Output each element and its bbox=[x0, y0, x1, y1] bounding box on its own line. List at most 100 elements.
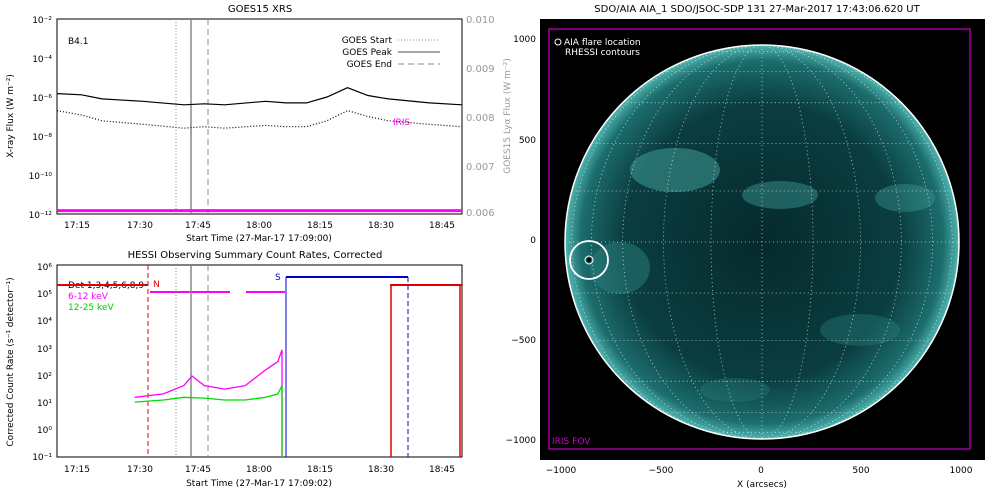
hessi-ytick: 10⁻¹ bbox=[32, 453, 52, 463]
goes-legend-end-label: GOES End bbox=[347, 60, 392, 70]
hessi-xtick: 18:45 bbox=[429, 465, 455, 475]
longitude-line bbox=[663, 45, 763, 439]
hessi-plot-frame bbox=[56, 264, 463, 458]
aia-legend-circle-icon bbox=[554, 38, 562, 46]
goes-xtick: 18:30 bbox=[368, 221, 394, 231]
goes-y2-ticks: 0.010 0.009 0.008 0.007 0.006 bbox=[466, 15, 495, 219]
hessi-xtick: 17:45 bbox=[185, 465, 211, 475]
goes-y2tick: 0.006 bbox=[466, 208, 495, 219]
hessi-x-ticks: 17:15 17:30 17:45 18:00 18:15 18:30 18:4… bbox=[64, 465, 455, 475]
hessi-y-ticks: 10⁶ 10⁵ 10⁴ 10³ 10² 10¹ 10⁰ 10⁻¹ bbox=[32, 263, 52, 463]
goes-iris-label: IRIS bbox=[393, 118, 411, 128]
goes-panel: GOES15 XRS 10⁻² 10⁻⁴ 10⁻⁶ 10⁻⁸ 10⁻¹⁰ 10⁻… bbox=[6, 4, 513, 244]
iris-fov-label: IRIS FOV bbox=[552, 437, 591, 447]
aia-ytick: 0 bbox=[530, 236, 536, 246]
goes-y2label: GOES15 Lyα Flux (W m⁻²) bbox=[503, 58, 513, 174]
goes-legend-peak-label: GOES Peak bbox=[342, 48, 392, 58]
goes-ytick: 10⁻⁶ bbox=[32, 94, 52, 104]
goes-series-line-0 bbox=[56, 87, 463, 106]
hessi-series-layer bbox=[134, 349, 283, 457]
goes-xtick: 17:30 bbox=[127, 221, 153, 231]
hessi-xlabel: Start Time (27-Mar-17 17:09:02) bbox=[186, 479, 332, 489]
goes-ytick: 10⁻¹² bbox=[29, 211, 53, 221]
longitude-line bbox=[571, 45, 763, 439]
hessi-xtick: 18:00 bbox=[246, 465, 272, 475]
goes-class-label: B4.1 bbox=[68, 37, 89, 47]
hessi-series-line-0 bbox=[134, 349, 283, 398]
aia-panel: SDO/AIA AIA_1 SDO/JSOC-SDP 131 27-Mar-20… bbox=[506, 4, 985, 490]
hessi-legend-6-12: 6-12 keV bbox=[68, 292, 109, 302]
goes-plot-frame bbox=[56, 18, 463, 215]
goes-series-line-1 bbox=[56, 109, 463, 129]
hessi-flag-bars bbox=[57, 276, 462, 293]
aia-ytick: −500 bbox=[511, 336, 536, 346]
goes-xtick: 17:45 bbox=[185, 221, 211, 231]
goes-xtick: 18:00 bbox=[246, 221, 272, 231]
aia-title: SDO/AIA AIA_1 SDO/JSOC-SDP 131 27-Mar-20… bbox=[594, 4, 920, 15]
hessi-panel: HESSI Observing Summary Count Rates, Cor… bbox=[6, 250, 463, 489]
goes-series-layer bbox=[56, 87, 463, 213]
aia-y-ticks: 1000 500 0 −500 −1000 bbox=[506, 35, 537, 446]
aia-xtick: 1000 bbox=[950, 466, 973, 476]
hessi-title: HESSI Observing Summary Count Rates, Cor… bbox=[128, 250, 383, 261]
goes-y2tick: 0.007 bbox=[466, 162, 495, 173]
goes-y2tick: 0.008 bbox=[466, 113, 495, 124]
goes-ytick: 10⁻¹⁰ bbox=[29, 172, 53, 182]
aia-legend-flare: AIA flare location bbox=[564, 38, 641, 48]
goes-xtick: 18:15 bbox=[307, 221, 333, 231]
hessi-xtick: 17:30 bbox=[127, 465, 153, 475]
hessi-ytick: 10⁴ bbox=[37, 317, 52, 327]
aia-ytick: 1000 bbox=[513, 35, 536, 45]
hessi-ylabel: Corrected Count Rate (s⁻¹ detector⁻¹) bbox=[6, 277, 16, 446]
hessi-xtick: 18:15 bbox=[307, 465, 333, 475]
goes-ytick: 10⁻⁸ bbox=[32, 133, 52, 143]
aia-xlabel: X (arcsecs) bbox=[737, 480, 787, 490]
aia-legend-contours: RHESSI contours bbox=[565, 48, 640, 58]
aia-legend: AIA flare location RHESSI contours bbox=[554, 38, 641, 58]
aia-x-ticks: −1000 −500 0 500 1000 bbox=[546, 466, 973, 476]
aia-ytick: −1000 bbox=[506, 436, 537, 446]
goes-xlabel: Start Time (27-Mar-17 17:09:00) bbox=[186, 234, 332, 244]
hessi-flag-n: N bbox=[153, 280, 160, 290]
aia-xtick: 0 bbox=[758, 466, 764, 476]
limb-outline bbox=[564, 44, 960, 440]
hessi-flag-s: S bbox=[275, 273, 281, 283]
longitude-line bbox=[761, 45, 861, 439]
active-region bbox=[630, 148, 720, 192]
hessi-ytick: 10⁵ bbox=[37, 290, 52, 300]
active-region bbox=[700, 378, 770, 402]
aia-xtick: −1000 bbox=[546, 466, 577, 476]
active-regions bbox=[590, 148, 935, 402]
longitude-line bbox=[761, 45, 953, 439]
aia-xtick: 500 bbox=[852, 466, 869, 476]
active-region bbox=[590, 242, 650, 294]
hessi-ytick: 10¹ bbox=[37, 399, 52, 409]
longitude-line bbox=[761, 45, 933, 439]
goes-x-ticks: 17:15 17:30 17:45 18:00 18:15 18:30 18:4… bbox=[64, 221, 455, 231]
goes-event-lines bbox=[175, 19, 209, 214]
active-region bbox=[875, 184, 935, 212]
goes-ytick: 10⁻² bbox=[32, 16, 52, 26]
goes-y2tick: 0.009 bbox=[466, 64, 495, 75]
hessi-legend-12-25: 12-25 keV bbox=[68, 303, 114, 313]
rhessi-contour bbox=[584, 255, 594, 265]
goes-title: GOES15 XRS bbox=[228, 4, 292, 15]
hessi-ytick: 10² bbox=[37, 372, 52, 382]
goes-ylabel: X-ray Flux (W m⁻²) bbox=[6, 74, 16, 158]
goes-legend-start-label: GOES Start bbox=[342, 36, 393, 46]
goes-legend: GOES Start GOES Peak GOES End bbox=[342, 36, 440, 70]
flare-location-circle bbox=[569, 240, 609, 280]
aia-ytick: 500 bbox=[519, 136, 536, 146]
heliographic-grid bbox=[565, 45, 959, 439]
flare-location-marker bbox=[586, 257, 592, 263]
hessi-xtick: 17:15 bbox=[64, 465, 90, 475]
hessi-ytick: 10³ bbox=[37, 345, 52, 355]
iris-fov-box bbox=[548, 28, 971, 450]
goes-xtick: 17:15 bbox=[64, 221, 90, 231]
aia-xtick: −500 bbox=[649, 466, 674, 476]
goes-xtick: 18:45 bbox=[429, 221, 455, 231]
hessi-ytick: 10⁰ bbox=[37, 426, 52, 436]
goes-y-ticks: 10⁻² 10⁻⁴ 10⁻⁶ 10⁻⁸ 10⁻¹⁰ 10⁻¹² bbox=[29, 16, 53, 221]
goes-ytick: 10⁻⁴ bbox=[32, 55, 52, 65]
